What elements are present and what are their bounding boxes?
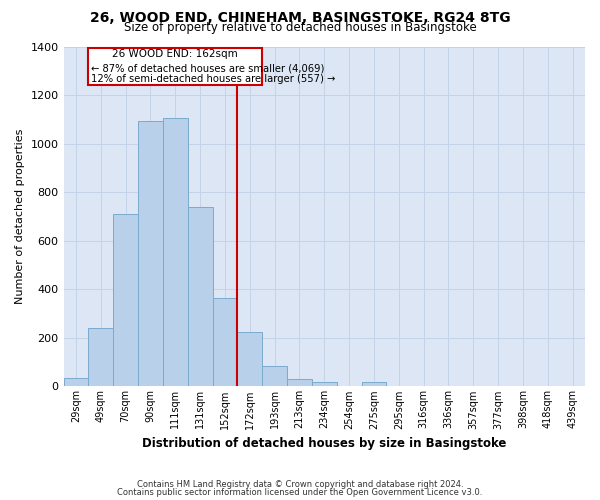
Bar — [312, 382, 337, 386]
Bar — [64, 378, 88, 386]
Bar — [188, 206, 212, 386]
Bar — [138, 120, 163, 386]
FancyBboxPatch shape — [88, 48, 262, 86]
Bar — [238, 332, 262, 386]
Text: ← 87% of detached houses are smaller (4,069): ← 87% of detached houses are smaller (4,… — [91, 64, 324, 74]
Bar — [212, 298, 238, 386]
Bar — [362, 382, 386, 386]
Bar — [113, 214, 138, 386]
Text: 12% of semi-detached houses are larger (557) →: 12% of semi-detached houses are larger (… — [91, 74, 335, 85]
Bar — [163, 118, 188, 386]
X-axis label: Distribution of detached houses by size in Basingstoke: Distribution of detached houses by size … — [142, 437, 506, 450]
Y-axis label: Number of detached properties: Number of detached properties — [15, 129, 25, 304]
Text: Contains HM Land Registry data © Crown copyright and database right 2024.: Contains HM Land Registry data © Crown c… — [137, 480, 463, 489]
Text: Size of property relative to detached houses in Basingstoke: Size of property relative to detached ho… — [124, 22, 476, 35]
Bar — [287, 379, 312, 386]
Text: 26, WOOD END, CHINEHAM, BASINGSTOKE, RG24 8TG: 26, WOOD END, CHINEHAM, BASINGSTOKE, RG2… — [89, 11, 511, 25]
Bar — [88, 328, 113, 386]
Bar — [262, 366, 287, 386]
Text: Contains public sector information licensed under the Open Government Licence v3: Contains public sector information licen… — [118, 488, 482, 497]
Text: 26 WOOD END: 162sqm: 26 WOOD END: 162sqm — [112, 49, 238, 59]
